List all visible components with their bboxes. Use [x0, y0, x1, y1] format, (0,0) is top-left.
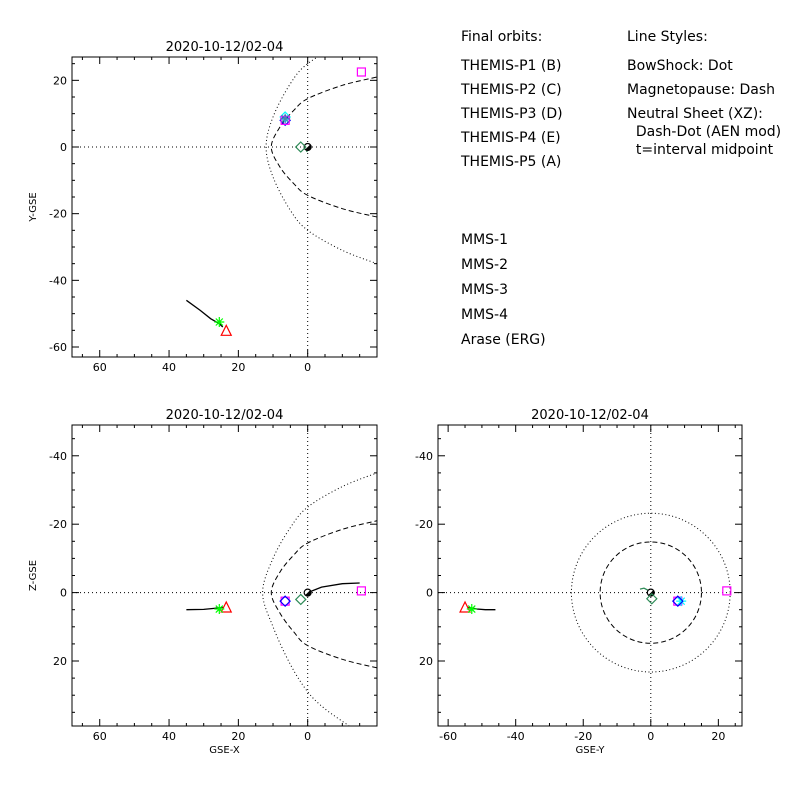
plot-frame: [71, 424, 378, 727]
x-tick-label: 0: [304, 361, 311, 374]
magnetopause-circle: [599, 541, 702, 644]
y-axis-label: Z-GSE: [28, 560, 39, 591]
earth-night-side: [305, 590, 312, 597]
chart-title: 2020-10-12/02-04: [166, 408, 284, 423]
x-tick-label: 0: [647, 730, 654, 743]
x-tick-label: 40: [162, 361, 176, 374]
x-tick-label: 0: [304, 730, 311, 743]
x-axis-label: GSE-Y: [576, 745, 606, 756]
y-tick-label: 0: [426, 587, 433, 600]
y-tick-label: -20: [49, 518, 67, 531]
legend-mms-4: MMS-4: [461, 307, 508, 323]
y-tick-label: 0: [60, 587, 67, 600]
y-tick-label: -40: [49, 274, 67, 287]
legend-mms-3: MMS-3: [461, 282, 508, 298]
x-tick-label: -40: [507, 730, 525, 743]
orbit-track: [185, 299, 224, 328]
data-point: [676, 596, 687, 607]
data-point: [294, 141, 307, 153]
y-axis-label: Y-GSE: [28, 192, 39, 222]
x-tick-label: 20: [231, 361, 245, 374]
legend-style-neutral-sheet: Neutral Sheet (XZ):: [627, 106, 763, 122]
panel-yz: 2020-10-12/02-04 GSE-Y -60 -40 -20 0 20 20 0 -20 -…: [415, 408, 743, 756]
y-tick-label: -20: [415, 518, 433, 531]
chart-title: 2020-10-12/02-04: [166, 40, 284, 55]
bowshock-circle: [570, 512, 731, 673]
legend-themis-p1: THEMIS-P1 (B): [460, 58, 561, 74]
data-point: [356, 586, 367, 596]
plot-area: [72, 57, 377, 357]
data-point: [280, 113, 291, 124]
y-tick-label: 20: [419, 655, 433, 668]
y-tick-label: -60: [49, 341, 67, 354]
legend-mms-2: MMS-2: [461, 257, 508, 273]
y-tick-label: -40: [49, 450, 67, 463]
legend: Final orbits: Line Styles: THEMIS-P1 (B)…: [460, 29, 781, 348]
panel-xz: 2020-10-12/02-04 GSE-X Z-GSE 60 40 20 0 20 0 -20 -…: [28, 408, 378, 756]
chart-title: 2020-10-12/02-04: [531, 408, 649, 423]
data-point: [214, 604, 225, 615]
bowshock-line: [265, 57, 377, 265]
data-point: [459, 600, 471, 613]
legend-mms-1: MMS-1: [461, 232, 508, 248]
bowshock-line: [262, 472, 377, 726]
data-point: [722, 586, 732, 596]
x-tick-label: 20: [711, 730, 725, 743]
legend-style-magnetopause: Magnetopause: Dash: [627, 82, 775, 98]
magnetopause-line: [270, 520, 377, 669]
legend-themis-p4: THEMIS-P4 (E): [460, 130, 561, 146]
orbit-track: [307, 582, 360, 594]
legend-line-styles-title: Line Styles:: [627, 29, 708, 45]
legend-themis-p2: THEMIS-P2 (C): [460, 82, 562, 98]
data-point: [214, 317, 225, 327]
x-axis-label: GSE-X: [209, 745, 240, 756]
legend-style-bowshock: BowShock: Dot: [627, 58, 733, 74]
x-tick-label: 60: [93, 361, 107, 374]
y-tick-label: -40: [415, 450, 433, 463]
legend-arase: Arase (ERG): [461, 332, 546, 348]
panel-xy: 2020-10-12/02-04 Y-GSE 60 40 20 0 -60 -40 -20 0 20: [28, 40, 378, 374]
plot-area: [72, 425, 377, 726]
x-tick-label: 60: [93, 730, 107, 743]
x-tick-label: 40: [162, 730, 176, 743]
legend-final-orbits-title: Final orbits:: [461, 29, 542, 45]
data-point: [466, 604, 477, 615]
data-point: [645, 592, 658, 605]
data-point: [356, 67, 367, 77]
x-tick-label: 20: [231, 730, 245, 743]
data-point: [294, 593, 307, 606]
legend-themis-p5: THEMIS-P5 (A): [460, 154, 561, 170]
data-point: [280, 596, 290, 606]
legend-themis-p3: THEMIS-P3 (D): [460, 106, 563, 122]
data-point: [671, 595, 684, 608]
y-tick-label: -20: [49, 208, 67, 221]
data-point: [220, 600, 233, 613]
x-tick-label: -60: [439, 730, 457, 743]
plot-area: [438, 425, 742, 726]
legend-style-midpoint: t=interval midpoint: [627, 142, 774, 158]
plot-frame: [71, 56, 378, 358]
y-tick-label: 20: [53, 655, 67, 668]
y-tick-label: 0: [60, 141, 67, 154]
x-tick-label: -20: [574, 730, 592, 743]
legend-style-dash-dot: Dash-Dot (AEN mod): [627, 124, 781, 140]
plot-frame: [437, 424, 743, 727]
data-point: [279, 595, 292, 608]
y-tick-label: 20: [53, 74, 67, 87]
data-point: [220, 323, 233, 336]
earth-night-side: [305, 144, 312, 151]
